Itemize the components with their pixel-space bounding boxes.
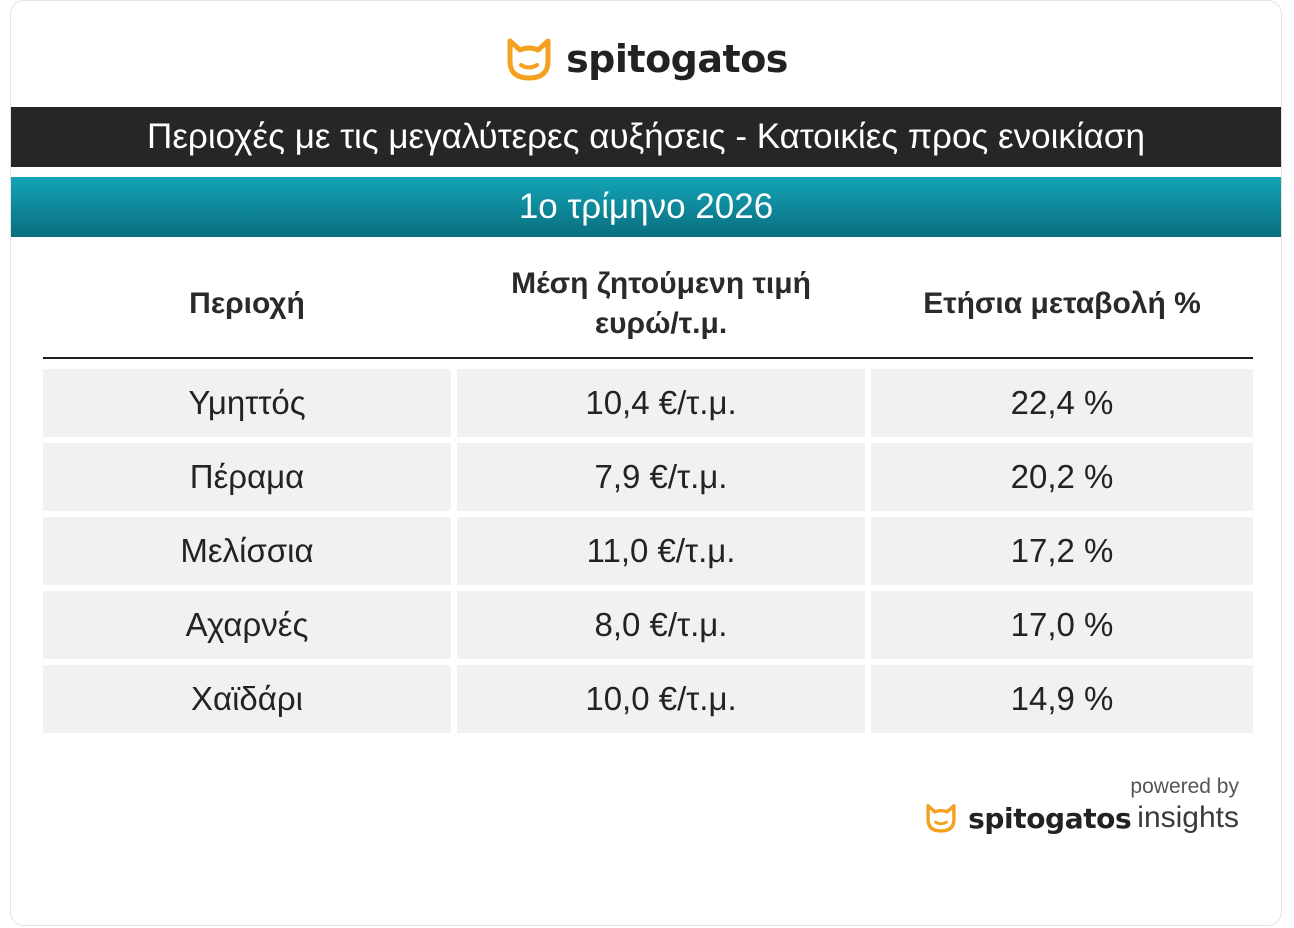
cell-area: Αχαρνές (43, 591, 451, 659)
header-price: Μέση ζητούμενη τιμή ευρώ/τ.μ. (457, 251, 865, 357)
header-change: Ετήσια μεταβολή % (923, 287, 1201, 320)
data-table: Περιοχή Μέση ζητούμενη τιμή ευρώ/τ.μ. Ετ… (43, 251, 1253, 739)
cell-price: 10,0 €/τ.μ. (457, 665, 865, 733)
header-logo: spitogatos (11, 29, 1281, 89)
cat-head-icon (507, 38, 551, 81)
footer-logo: spitogatos insights (924, 801, 1239, 835)
infographic-card: spitogatos Περιοχές με τις μεγαλύτερες α… (10, 0, 1282, 926)
cell-price: 11,0 €/τ.μ. (457, 517, 865, 585)
header-price-line1: Μέση ζητούμενη τιμή (511, 267, 811, 300)
table-row: Χαϊδάρι 10,0 €/τ.μ. 14,9 % (43, 665, 1253, 733)
cell-change: 20,2 % (871, 443, 1253, 511)
table-row: Μελίσσια 11,0 €/τ.μ. 17,2 % (43, 517, 1253, 585)
table-row: Υμηττός 10,4 €/τ.μ. 22,4 % (43, 369, 1253, 437)
brand-name: spitogatos (566, 37, 788, 81)
cell-change: 14,9 % (871, 665, 1253, 733)
cell-change: 17,2 % (871, 517, 1253, 585)
cell-change: 22,4 % (871, 369, 1253, 437)
period-label: 1ο τρίμηνο 2026 (11, 177, 1281, 237)
cat-head-icon (926, 804, 956, 833)
table-row: Αχαρνές 8,0 €/τ.μ. 17,0 % (43, 591, 1253, 659)
page-title: Περιοχές με τις μεγαλύτερες αυξήσεις - Κ… (11, 107, 1281, 167)
cell-price: 8,0 €/τ.μ. (457, 591, 865, 659)
cell-change: 17,0 % (871, 591, 1253, 659)
header-area: Περιοχή (189, 287, 305, 320)
table-body: Υμηττός 10,4 €/τ.μ. 22,4 % Πέραμα 7,9 €/… (43, 369, 1253, 733)
footer-brand-name: spitogatos (968, 801, 1132, 835)
table-row: Πέραμα 7,9 €/τ.μ. 20,2 % (43, 443, 1253, 511)
cell-price: 10,4 €/τ.μ. (457, 369, 865, 437)
powered-by-label: powered by (1130, 775, 1239, 798)
table-header: Περιοχή Μέση ζητούμενη τιμή ευρώ/τ.μ. Ετ… (43, 251, 1253, 359)
cell-area: Χαϊδάρι (43, 665, 451, 733)
powered-by-block: powered by spitogatos insights (924, 775, 1239, 835)
cell-area: Πέραμα (43, 443, 451, 511)
cell-area: Υμηττός (43, 369, 451, 437)
cell-price: 7,9 €/τ.μ. (457, 443, 865, 511)
header-price-line2: ευρώ/τ.μ. (594, 307, 728, 340)
footer-brand-suffix: insights (1137, 801, 1239, 834)
cell-area: Μελίσσια (43, 517, 451, 585)
